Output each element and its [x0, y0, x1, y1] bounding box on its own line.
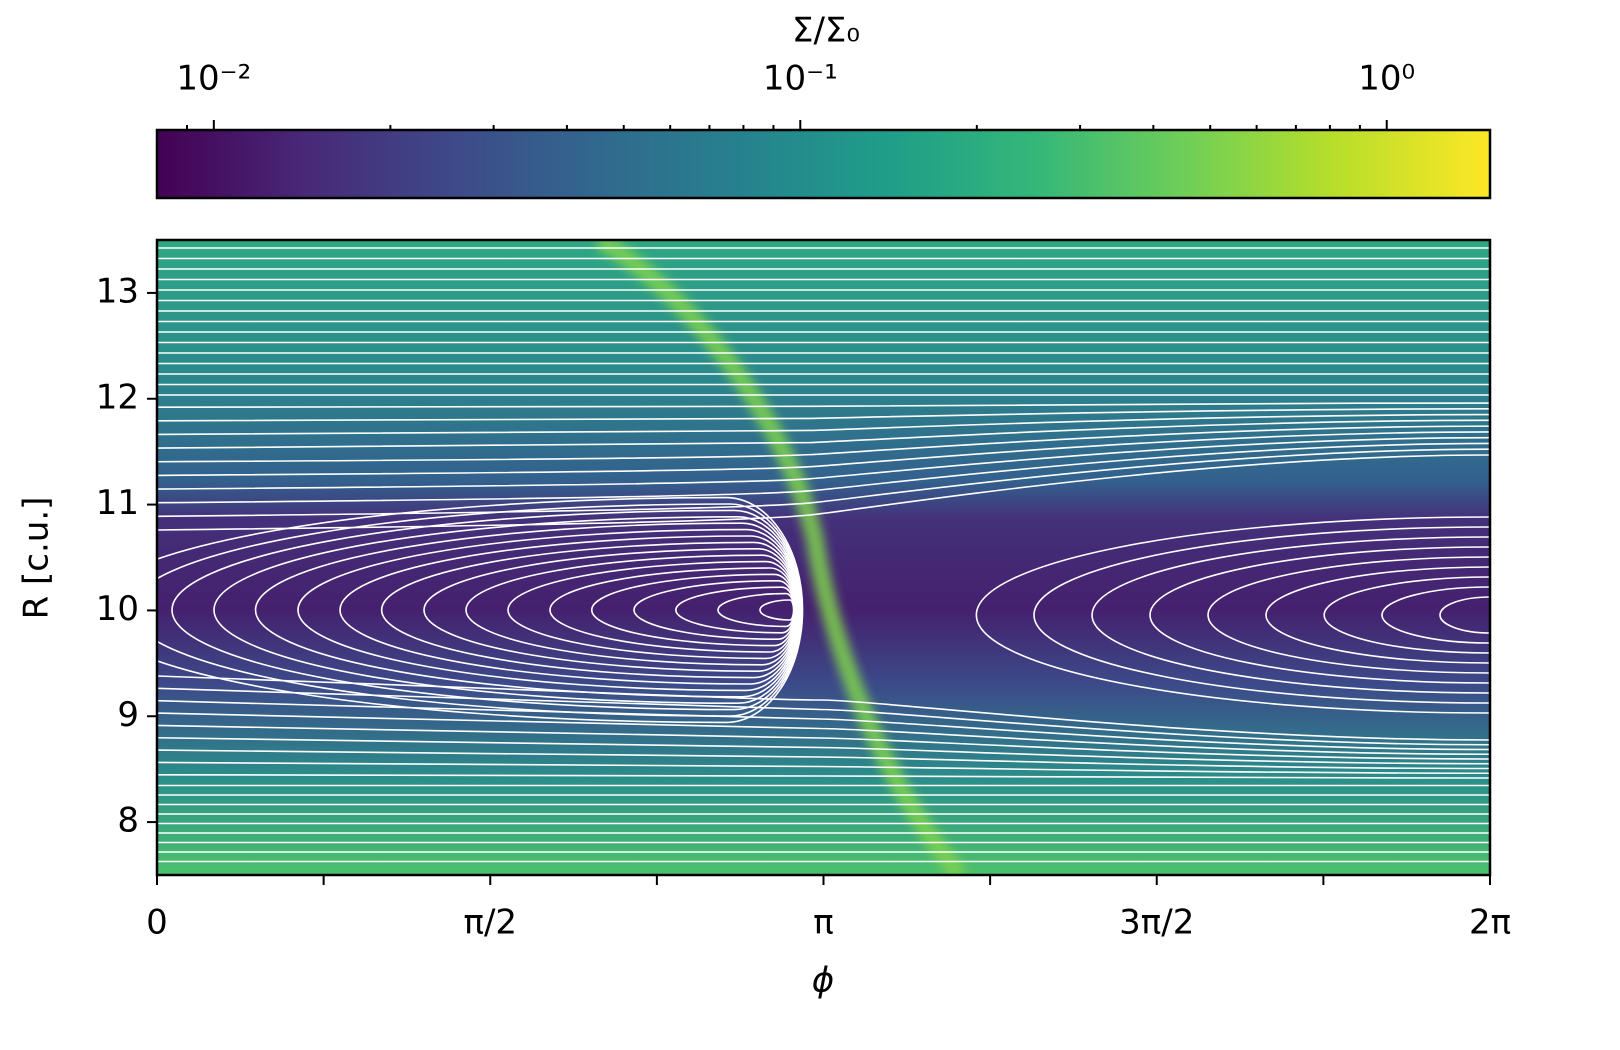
x-tick-label: 0	[146, 903, 168, 943]
x-tick-label: π/2	[463, 903, 517, 943]
streamline	[1149, 546, 1490, 684]
streamline	[157, 687, 1490, 746]
streamline	[157, 675, 1490, 741]
streamline	[157, 712, 1490, 756]
y-tick-label: 10	[96, 589, 139, 629]
y-tick-label: 9	[117, 695, 139, 735]
streamline	[1381, 586, 1490, 644]
streamline	[157, 496, 804, 724]
streamline	[1033, 526, 1490, 704]
streamline	[157, 402, 1490, 408]
streamlines	[157, 247, 1490, 863]
x-tick-label: π	[813, 903, 833, 943]
x-tick-label: 2π	[1469, 903, 1511, 943]
streamline	[157, 749, 1490, 770]
streamline	[157, 431, 1490, 477]
streamline	[157, 454, 1490, 531]
streamline	[157, 774, 1490, 779]
colorbar-tick-label: 10⁻²	[176, 59, 251, 99]
streamline	[1091, 536, 1490, 694]
density-wake	[595, 240, 967, 875]
colorbar-tick-label: 10⁻¹	[763, 59, 838, 99]
streamline	[1265, 566, 1490, 664]
streamline	[157, 761, 1490, 775]
streamline	[157, 699, 1490, 751]
streamline	[1323, 576, 1490, 654]
streamline	[157, 408, 1490, 422]
streamline	[1207, 556, 1490, 674]
colorbar-tick-label: 10⁰	[1358, 59, 1415, 99]
streamline	[157, 425, 1490, 463]
y-axis-label: R [c.u.]	[17, 497, 57, 620]
x-axis-label: ϕ	[812, 961, 834, 1001]
heatmap	[157, 240, 1490, 875]
y-tick-label: 13	[96, 271, 139, 311]
streamline	[1439, 596, 1490, 634]
streamline	[157, 436, 1490, 490]
colorbar-label: Σ/Σ₀	[792, 11, 860, 51]
streamline	[157, 442, 1490, 504]
colorbar	[155, 128, 1492, 200]
streamline	[975, 516, 1490, 714]
y-tick-label: 8	[117, 801, 139, 841]
y-tick-label: 12	[96, 377, 139, 417]
x-tick-label: 3π/2	[1119, 903, 1194, 943]
streamline	[157, 736, 1490, 765]
streamline	[157, 724, 1490, 760]
y-tick-label: 11	[96, 483, 139, 523]
